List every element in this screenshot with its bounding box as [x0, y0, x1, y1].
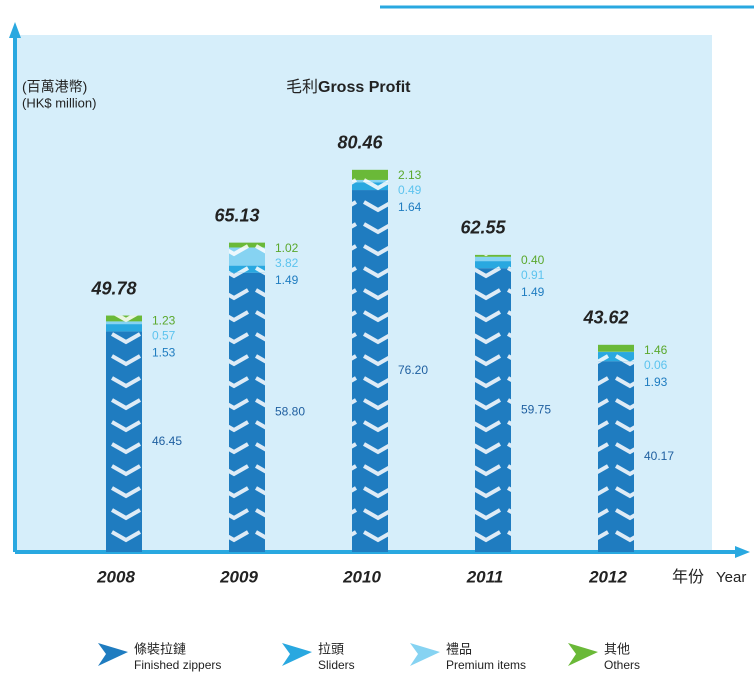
- bar-texture: [475, 261, 511, 269]
- x-tick-label: 2009: [219, 567, 258, 586]
- value-label: 1.53: [152, 346, 176, 360]
- legend-label: Sliders: [318, 658, 355, 672]
- value-label: 0.49: [398, 183, 422, 197]
- legend-swatch: [410, 643, 440, 666]
- bar-texture: [352, 190, 388, 553]
- value-label: 0.06: [644, 358, 668, 372]
- value-label: 2.13: [398, 168, 422, 182]
- x-axis-arrow: [735, 546, 750, 558]
- legend-label: Others: [604, 658, 640, 672]
- legend-swatch: [282, 643, 312, 666]
- bar-texture: [598, 361, 634, 552]
- value-label: 40.17: [644, 449, 674, 463]
- value-label: 1.23: [152, 314, 176, 328]
- x-tick-label: 2011: [466, 567, 504, 586]
- bar-texture: [352, 182, 388, 191]
- x-tick-label: 2008: [96, 567, 135, 586]
- legend-label-zh: 拉頭: [318, 641, 344, 656]
- bar-texture: [475, 268, 511, 552]
- bar-texture: [598, 344, 634, 352]
- chart-title-zh: 毛利: [286, 78, 318, 96]
- x-tick-label: 2010: [342, 567, 381, 586]
- bar-texture: [475, 254, 511, 257]
- x-axis-label: Year: [716, 569, 746, 586]
- bar-texture: [229, 247, 265, 266]
- value-label: 1.64: [398, 200, 422, 214]
- legend-label: Finished zippers: [134, 658, 221, 672]
- value-label: 1.49: [521, 285, 545, 299]
- bar-texture: [106, 324, 142, 332]
- value-label: 59.75: [521, 402, 551, 416]
- value-label: 76.20: [398, 363, 428, 377]
- value-label: 3.82: [275, 256, 299, 270]
- total-label: 49.78: [90, 278, 136, 298]
- x-axis-label-zh: 年份: [672, 568, 704, 586]
- unit: (HK$ million): [22, 95, 96, 110]
- value-label: 1.49: [275, 273, 299, 287]
- bar-texture: [598, 352, 634, 362]
- unit-zh: (百萬港幣): [22, 79, 87, 95]
- bar-texture: [229, 265, 265, 273]
- bar-texture: [475, 256, 511, 262]
- legend-swatch: [568, 643, 598, 666]
- chart-title: Gross Profit: [318, 79, 411, 96]
- value-label: 1.93: [644, 375, 668, 389]
- total-label: 62.55: [460, 218, 506, 238]
- bar-texture: [106, 321, 142, 325]
- total-label: 43.62: [582, 308, 628, 328]
- bar-texture: [229, 272, 265, 552]
- legend-swatch: [98, 643, 128, 666]
- bar-texture: [352, 179, 388, 183]
- bar-texture: [106, 315, 142, 322]
- x-tick-label: 2012: [588, 567, 627, 586]
- value-label: 58.80: [275, 405, 305, 419]
- total-label: 65.13: [214, 205, 259, 225]
- value-label: 0.57: [152, 329, 176, 343]
- legend-label: Premium items: [446, 658, 526, 672]
- value-label: 1.46: [644, 343, 668, 357]
- y-axis-arrow: [9, 22, 21, 38]
- value-label: 0.40: [521, 253, 545, 267]
- value-label: 1.02: [275, 241, 299, 255]
- legend-label-zh: 禮品: [446, 641, 472, 656]
- total-label: 80.46: [337, 133, 383, 153]
- legend-label-zh: 條裝拉鏈: [134, 641, 186, 656]
- value-label: 0.91: [521, 268, 545, 282]
- value-label: 46.45: [152, 434, 182, 448]
- bar-texture: [352, 169, 388, 180]
- bar-texture: [229, 242, 265, 248]
- bar-texture: [106, 331, 142, 552]
- legend-label-zh: 其他: [604, 641, 630, 656]
